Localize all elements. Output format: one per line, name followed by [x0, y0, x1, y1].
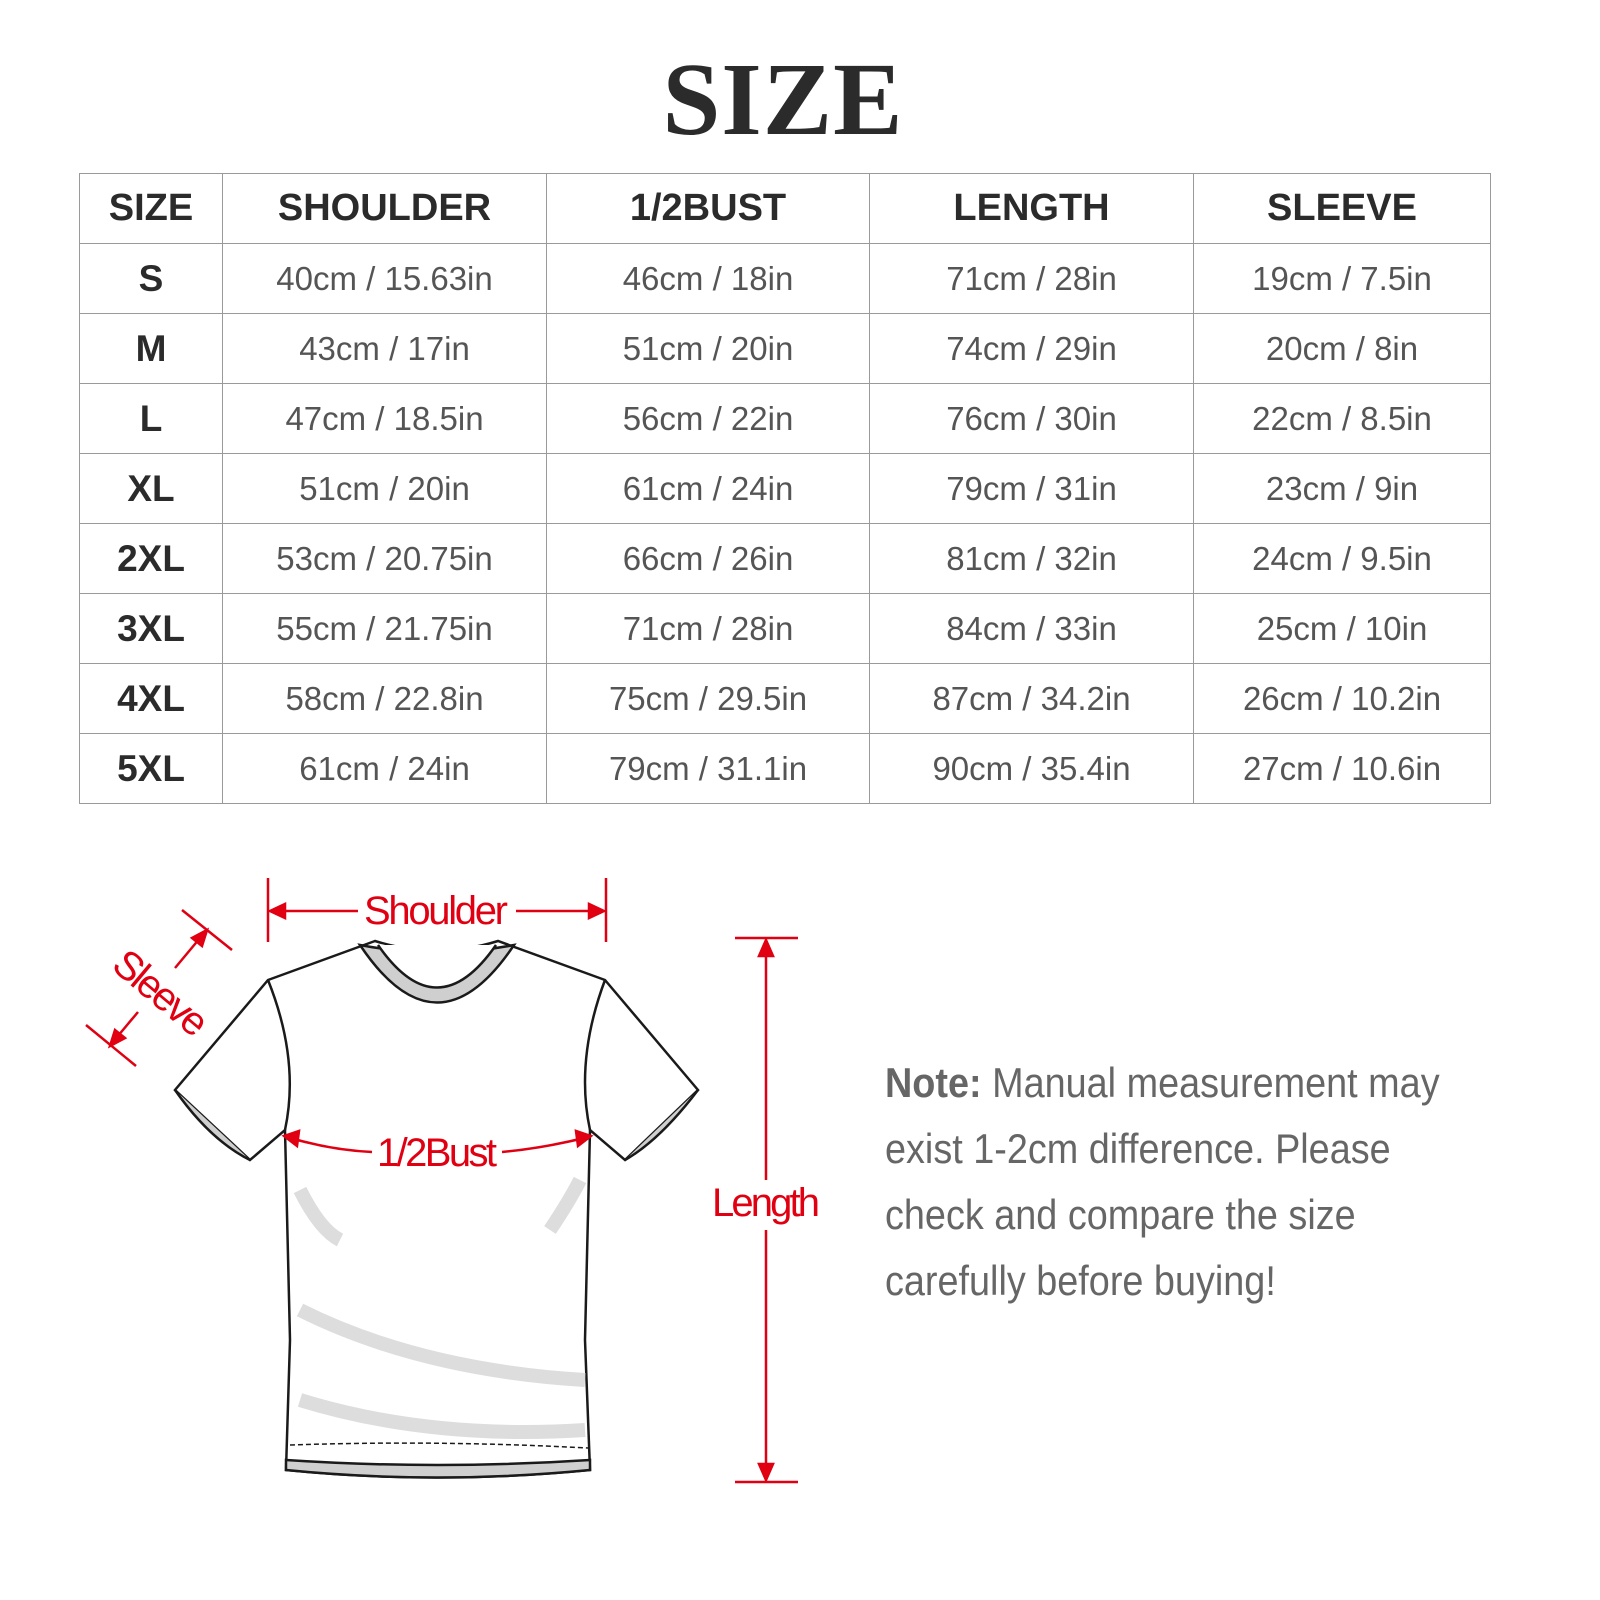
header-size: SIZE: [79, 173, 223, 244]
measurement-cell: 81cm / 32in: [869, 523, 1194, 594]
measurement-cell: 71cm / 28in: [869, 243, 1194, 314]
size-table: SIZE SHOULDER 1/2BUST LENGTH SLEEVE S 40c…: [79, 173, 1491, 804]
bust-label: 1/2Bust: [377, 1131, 497, 1175]
measurement-cell: 23cm / 9in: [1193, 453, 1491, 524]
measurement-cell: 61cm / 24in: [546, 453, 870, 524]
note-text: Note: Manual measurement may exist 1-2cm…: [885, 1050, 1443, 1314]
measurement-cell: 20cm / 8in: [1193, 313, 1491, 384]
measurement-cell: 27cm / 10.6in: [1193, 733, 1491, 804]
size-cell: L: [79, 383, 223, 454]
table-row: XL 51cm / 20in 61cm / 24in 79cm / 31in 23cm …: [79, 453, 1491, 524]
table-row: 3XL 55cm / 21.75in 71cm / 28in 84cm / 33in 2…: [79, 593, 1491, 664]
measurement-cell: 79cm / 31.1in: [546, 733, 870, 804]
measurement-cell: 75cm / 29.5in: [546, 663, 870, 734]
measurement-cell: 53cm / 20.75in: [222, 523, 547, 594]
measure-arrows: [85, 878, 798, 1484]
measurement-cell: 90cm / 35.4in: [869, 733, 1194, 804]
sleeve-label: Sleeve: [104, 941, 217, 1045]
measurement-cell: 56cm / 22in: [546, 383, 870, 454]
shoulder-label: Shoulder: [364, 889, 508, 933]
measurement-cell: 26cm / 10.2in: [1193, 663, 1491, 734]
measurement-cell: 61cm / 24in: [222, 733, 547, 804]
measurement-cell: 55cm / 21.75in: [222, 593, 547, 664]
measurement-cell: 40cm / 15.63in: [222, 243, 547, 314]
measurement-cell: 24cm / 9.5in: [1193, 523, 1491, 594]
table-row: M 43cm / 17in 51cm / 20in 74cm / 29in 20cm /…: [79, 313, 1491, 384]
length-label: Length: [712, 1181, 820, 1225]
size-cell: XL: [79, 453, 223, 524]
measurement-cell: 25cm / 10in: [1193, 593, 1491, 664]
table-row: S 40cm / 15.63in 46cm / 18in 71cm / 28in 19c…: [79, 243, 1491, 314]
measurement-cell: 19cm / 7.5in: [1193, 243, 1491, 314]
measurement-cell: 74cm / 29in: [869, 313, 1194, 384]
table-header-row: SIZE SHOULDER 1/2BUST LENGTH SLEEVE: [79, 173, 1491, 244]
header-bust: 1/2BUST: [546, 173, 870, 244]
header-sleeve: SLEEVE: [1193, 173, 1491, 244]
page-title: SIZE: [662, 42, 904, 157]
table-row: 4XL 58cm / 22.8in 75cm / 29.5in 87cm / 34.2…: [79, 663, 1491, 734]
measurement-cell: 22cm / 8.5in: [1193, 383, 1491, 454]
header-length: LENGTH: [869, 173, 1194, 244]
measurement-cell: 46cm / 18in: [546, 243, 870, 314]
measurement-cell: 51cm / 20in: [222, 453, 547, 524]
table-row: L 47cm / 18.5in 56cm / 22in 76cm / 30in 22cm…: [79, 383, 1491, 454]
table-row: 2XL 53cm / 20.75in 66cm / 26in 81cm / 32in 2…: [79, 523, 1491, 594]
size-cell: 3XL: [79, 593, 223, 664]
note-body: Manual measurement may exist 1-2cm diffe…: [885, 1059, 1440, 1304]
measurement-cell: 76cm / 30in: [869, 383, 1194, 454]
size-cell: 4XL: [79, 663, 223, 734]
measurement-cell: 51cm / 20in: [546, 313, 870, 384]
measurement-cell: 58cm / 22.8in: [222, 663, 547, 734]
measurement-cell: 66cm / 26in: [546, 523, 870, 594]
size-cell: M: [79, 313, 223, 384]
table-row: 5XL 61cm / 24in 79cm / 31.1in 90cm / 35.4in…: [79, 733, 1491, 804]
measurement-cell: 84cm / 33in: [869, 593, 1194, 664]
measurement-cell: 43cm / 17in: [222, 313, 547, 384]
size-cell: S: [79, 243, 223, 314]
note-label: Note:: [885, 1059, 982, 1106]
measurement-cell: 71cm / 28in: [546, 593, 870, 664]
size-cell: 5XL: [79, 733, 223, 804]
tshirt-icon: [173, 939, 700, 1479]
